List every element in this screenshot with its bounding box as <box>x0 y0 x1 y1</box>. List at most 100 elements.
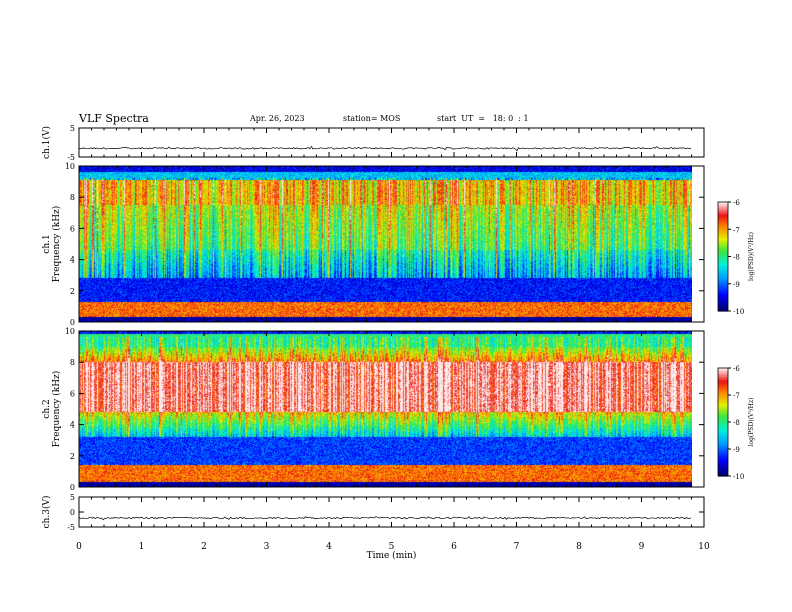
ch1-spectrogram-colorbar-tick-label: -9 <box>733 281 740 289</box>
ch1-spectrogram-colorbar-cell <box>718 309 728 312</box>
ch2-spectrogram-colorbar-cell <box>718 468 728 472</box>
ch2-spectrogram-colorbar-cell <box>718 431 728 434</box>
ch1-spectrogram-colorbar-cell <box>718 260 728 263</box>
ch2-spectrogram-colorbar-cell <box>718 452 728 455</box>
x-tick-label: 7 <box>514 542 520 552</box>
ch1-spectrogram-colorbar-cell <box>718 234 728 238</box>
ch2-spectrogram-colorbar-cell <box>718 402 728 405</box>
ch1-spectrogram-colorbar-cell <box>718 291 728 294</box>
ch1-spectrogram-colorbar-cell <box>718 218 728 221</box>
ch1-spectrogram-colorbar-cell <box>718 289 728 292</box>
ch1-spectrogram-colorbar-cell <box>718 207 728 210</box>
ch2-spectrogram-colorbar-cell <box>718 378 728 382</box>
ch2-spectrogram-colorbar-cell <box>718 465 728 468</box>
ch2-spectrogram-colorbar-cell <box>718 429 728 432</box>
ch1-spectrogram-colorbar-cell <box>718 231 728 234</box>
ch2-spectrogram-colorbar-cell <box>718 396 728 400</box>
ch2-spectrogram-colorbar-cell <box>718 371 728 374</box>
ch1-spectrogram-colorbar-cell <box>718 245 728 249</box>
ch2-spectrogram-colorbar-tick-label: -6 <box>733 365 740 373</box>
ch1-spectrogram-image <box>79 166 692 322</box>
ch2-spectrogram-colorbar-cell <box>718 445 728 448</box>
ch1-spectrogram-colorbar-tick-label: -8 <box>733 254 740 262</box>
ch2-spectrogram-colorbar-cell <box>718 393 728 396</box>
ch1-spectrogram-colorbar-cell <box>718 258 728 261</box>
ch1-spectrogram-colorbar-cell <box>718 223 728 227</box>
ch1-spectrogram-colorbar-cell <box>718 225 728 229</box>
ch2-spectrogram-colorbar-cell <box>718 438 728 441</box>
ch2-spectrogram-ytick-label: 8 <box>70 358 75 367</box>
ch2-spectrogram-colorbar-cell <box>718 425 728 428</box>
ch1-spectrogram-ytick-label: 6 <box>70 224 75 233</box>
ch2-spectrogram-colorbar-tick-label: -7 <box>733 392 740 400</box>
ch1-spectrogram-colorbar-cell <box>718 281 728 285</box>
ch2-spectrogram-colorbar-cell <box>718 418 728 421</box>
ch2-spectrogram-colorbar-cell <box>718 458 728 461</box>
date-label: Apr. 26, 2023 <box>250 114 305 123</box>
ch2-spectrogram-colorbar-cell <box>718 405 728 409</box>
ch1-spectrogram-colorbar-cell <box>718 271 728 274</box>
ch1-spectrogram-colorbar-cell <box>718 214 728 218</box>
ch1-waveform-ytick-label: 5 <box>70 124 75 133</box>
ch2-spectrogram-ylabel: ch.2 <box>42 399 52 418</box>
ch1-spectrogram-colorbar-cell <box>718 256 728 259</box>
ch1-spectrogram-colorbar-cell <box>718 227 728 230</box>
ch2-spectrogram-colorbar-cell <box>718 413 728 416</box>
ch1-spectrogram-ytick-label: 10 <box>65 162 75 171</box>
ch2-spectrogram-colorbar-cell <box>718 432 728 436</box>
ch1-spectrogram-colorbar-cell <box>718 300 728 303</box>
ch1-spectrogram-colorbar-cell <box>718 263 728 267</box>
start-time-label: start UT = 18: 0 : 1 <box>437 114 529 123</box>
ch1-spectrogram-colorbar-cell <box>718 232 728 236</box>
ch1-spectrogram-colorbar-cell <box>718 283 728 287</box>
ch2-spectrogram-colorbar-cell <box>718 454 728 457</box>
ch1-spectrogram-ytick-label: 0 <box>70 318 75 327</box>
ch3-waveform-trace <box>78 516 692 521</box>
ch2-spectrogram-colorbar-cell <box>718 384 728 387</box>
ch1-spectrogram-colorbar-cell <box>718 307 728 310</box>
x-tick-label: 2 <box>201 542 207 552</box>
ch1-spectrogram-colorbar-cell <box>718 241 728 245</box>
ch2-spectrogram-colorbar-cell <box>718 407 728 410</box>
ch1-spectrogram-colorbar-tick-label: -7 <box>733 226 740 234</box>
ch2-spectrogram-colorbar-cell <box>718 436 728 439</box>
ch1-spectrogram-ylabel: Frequency (kHz) <box>51 206 62 283</box>
ch1-spectrogram-colorbar-cell <box>718 220 728 223</box>
ch1-spectrogram-colorbar-cell <box>718 221 728 225</box>
x-tick-label: 9 <box>639 542 645 552</box>
ch1-spectrogram-colorbar-cell <box>718 229 728 232</box>
ch2-spectrogram-colorbar-cell <box>718 449 728 452</box>
ch2-spectrogram-colorbar-tick-label: -10 <box>733 473 744 481</box>
ch2-spectrogram-colorbar-cell <box>718 423 728 427</box>
ch2-spectrogram-colorbar-cell <box>718 400 728 403</box>
x-tick-label: 3 <box>264 542 270 552</box>
ch2-spectrogram-colorbar-cell <box>718 377 728 380</box>
x-axis-label: Time (min) <box>367 550 417 561</box>
ch1-spectrogram-colorbar-cell <box>718 211 728 214</box>
ch1-spectrogram-colorbar-cell <box>718 254 728 258</box>
x-tick-label: 1 <box>139 542 145 552</box>
ch2-spectrogram-colorbar-cell <box>718 463 728 466</box>
ch2-spectrogram-colorbar-cell <box>718 422 728 425</box>
ch1-spectrogram-colorbar-cell <box>718 249 728 252</box>
ch1-spectrogram-colorbar-cell <box>718 267 728 270</box>
ch1-spectrogram-colorbar-cell <box>718 251 728 254</box>
ch2-spectrogram-colorbar-cell <box>718 391 728 394</box>
ch1-spectrogram-ytick-label: 8 <box>70 193 75 202</box>
ch1-spectrogram-colorbar-cell <box>718 278 728 281</box>
ch2-spectrogram-colorbar-cell <box>718 440 728 443</box>
x-tick-label: 6 <box>451 542 457 552</box>
ch2-spectrogram-colorbar-cell <box>718 368 728 371</box>
ch1-spectrogram-colorbar-cell <box>718 247 728 250</box>
ch1-spectrogram-colorbar-cell <box>718 287 728 290</box>
ch1-spectrogram-colorbar-cell <box>718 236 728 239</box>
ch2-spectrogram-colorbar-cell <box>718 369 728 373</box>
ch2-spectrogram-colorbar-cell <box>718 443 728 446</box>
ch2-spectrogram-colorbar-cell <box>718 395 728 398</box>
ch1-spectrogram-colorbar-cell <box>718 305 728 308</box>
ch1-spectrogram-colorbar-cell <box>718 209 728 212</box>
ch1-spectrogram-colorbar-cell <box>718 298 728 301</box>
ch2-spectrogram-colorbar-cell <box>718 373 728 376</box>
ch1-spectrogram-colorbar-cell <box>718 276 728 279</box>
ch2-spectrogram-colorbar-cell <box>718 450 728 454</box>
